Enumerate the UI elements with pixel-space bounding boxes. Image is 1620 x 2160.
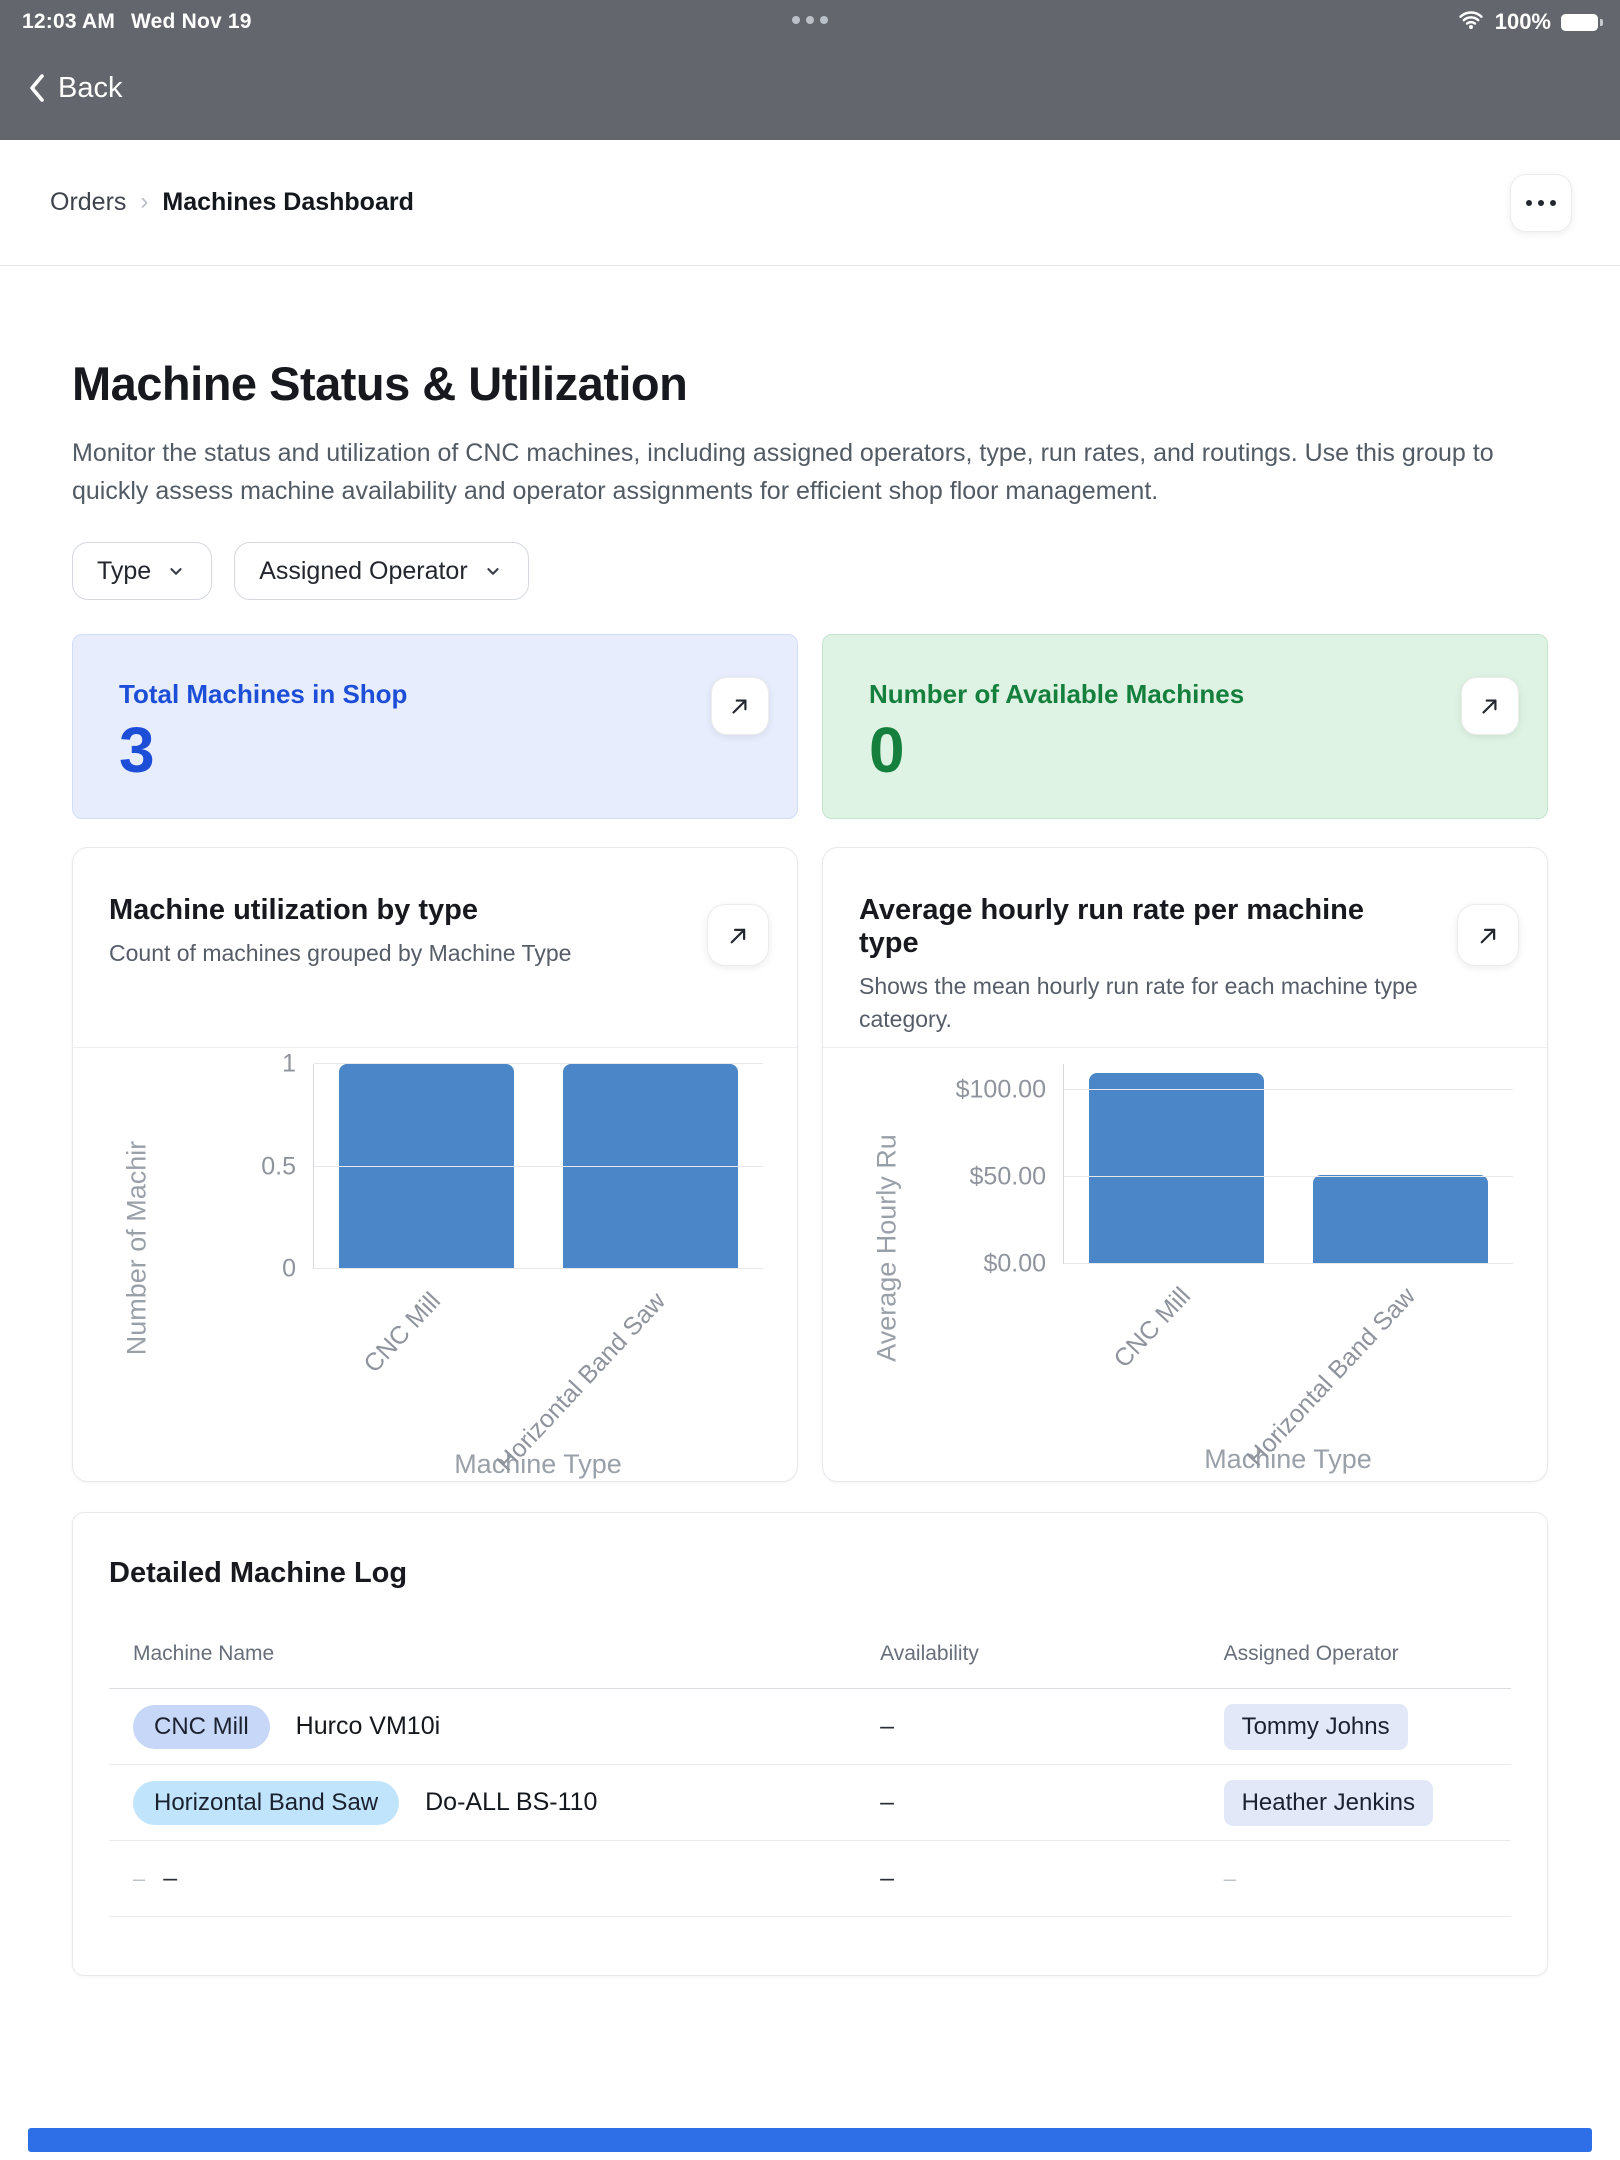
expand-stat-button[interactable] — [1461, 677, 1519, 735]
filter-operator-label: Assigned Operator — [259, 556, 468, 585]
bar-chart: Average Hourly Ru $0.00 $50.00 $100.00 CNC… — [823, 1048, 1547, 1475]
status-bar: 12:03 AM Wed Nov 19 100% — [0, 0, 1620, 44]
x-category-label: CNC Mill — [358, 1287, 446, 1379]
y-tick-label: $50.00 — [969, 1162, 1046, 1191]
chart-title: Average hourly run rate per machine type — [859, 894, 1364, 959]
bar-cnc-mill — [1088, 1072, 1264, 1264]
date: Wed Nov 19 — [131, 10, 252, 33]
clock: 12:03 AM — [22, 10, 116, 33]
gridline — [314, 1268, 763, 1269]
y-axis-title: Average Hourly Ru — [871, 1134, 902, 1362]
column-header-availability: Availability — [880, 1642, 979, 1665]
battery-icon — [1561, 13, 1603, 31]
stat-title: Total Machines in Shop — [119, 679, 408, 709]
empty-badge-dash: – — [133, 1865, 146, 1891]
page-header: Orders › Machines Dashboard — [0, 140, 1620, 266]
x-axis-title: Machine Type — [1204, 1444, 1372, 1474]
back-button[interactable]: Back — [0, 44, 1620, 132]
availability-value: – — [880, 1788, 894, 1816]
chevron-right-icon: › — [140, 187, 149, 215]
detailed-machine-log-card: Detailed Machine Log Machine Name Availa… — [72, 1512, 1548, 1976]
table-title: Detailed Machine Log — [109, 1557, 408, 1589]
page-description: Monitor the status and utilization of CN… — [72, 439, 1494, 505]
availability-value: – — [880, 1712, 894, 1740]
bottom-blue-bar — [28, 2128, 1592, 2152]
more-options-button[interactable] — [1510, 173, 1572, 232]
y-tick-label: 0 — [282, 1254, 296, 1283]
filter-assigned-operator-dropdown[interactable]: Assigned Operator — [234, 542, 529, 600]
machine-model: Do-ALL BS-110 — [425, 1788, 598, 1816]
operator-badge: Tommy Johns — [1223, 1703, 1408, 1750]
x-category-labels: CNC Mill Horizontal Band Saw — [313, 1269, 763, 1477]
filter-type-label: Type — [97, 556, 152, 585]
gridline — [1064, 1176, 1513, 1178]
breadcrumb-current: Machines Dashboard — [162, 188, 414, 216]
arrow-up-right-icon — [1482, 699, 1497, 714]
table-row[interactable]: CNC Mill Hurco VM10i – Tommy Johns — [109, 1689, 1511, 1765]
x-category-label: CNC Mill — [1108, 1282, 1196, 1374]
table-row-empty[interactable]: – – – – — [109, 1841, 1511, 1917]
stat-value: 0 — [869, 714, 905, 786]
column-header-machine-name: Machine Name — [133, 1642, 275, 1665]
stat-card-total-machines: Total Machines in Shop 3 — [72, 634, 798, 819]
y-tick-label: 1 — [282, 1049, 296, 1078]
stat-card-row: Total Machines in Shop 3 Number of Avail… — [72, 634, 1548, 819]
plot-area: 0 0.5 1 — [261, 1050, 763, 1283]
chart-card-machine-utilization: Machine utilization by type Count of mac… — [72, 847, 798, 1482]
y-tick-label: $100.00 — [955, 1075, 1046, 1104]
plot-area: $0.00 $50.00 $100.00 — [956, 1064, 1513, 1278]
column-header-assigned-operator: Assigned Operator — [1223, 1642, 1399, 1665]
operator-value: – — [1223, 1865, 1236, 1891]
top-gray-bar: 12:03 AM Wed Nov 19 100% Back — [0, 0, 1620, 140]
y-tick-label: $0.00 — [983, 1249, 1046, 1278]
expand-stat-button[interactable] — [711, 677, 769, 735]
back-label: Back — [58, 71, 123, 104]
gridline — [314, 1165, 763, 1167]
machine-type-badge: CNC Mill — [133, 1704, 270, 1749]
machine-model: Hurco VM10i — [295, 1712, 441, 1740]
chart-row: Machine utilization by type Count of mac… — [72, 847, 1548, 1482]
bar-horizontal-band-saw — [563, 1064, 739, 1269]
y-axis-title: Number of Machir — [121, 1140, 152, 1356]
table-header-row: Machine Name Availability Assigned Opera… — [109, 1642, 1511, 1689]
arrow-up-right-icon — [730, 928, 745, 943]
y-tick-label: 0.5 — [261, 1152, 296, 1180]
machine-type-badge: Horizontal Band Saw — [133, 1780, 400, 1825]
main-content: Machine Status & Utilization Monitor the… — [0, 356, 1620, 1976]
operator-badge: Heather Jenkins — [1223, 1779, 1434, 1826]
breadcrumb: Orders › Machines Dashboard — [50, 188, 414, 217]
table-row[interactable]: Horizontal Band Saw Do-ALL BS-110 – Heat… — [109, 1765, 1511, 1841]
wifi-icon — [1457, 9, 1485, 36]
chevron-left-icon — [30, 74, 44, 102]
availability-value: – — [880, 1864, 894, 1892]
bar-horizontal-band-saw — [1313, 1175, 1489, 1264]
chart-title: Machine utilization by type — [109, 894, 478, 926]
battery-percent: 100% — [1494, 9, 1551, 34]
stat-title: Number of Available Machines — [869, 679, 1245, 709]
page-title: Machine Status & Utilization — [72, 357, 688, 410]
gridline — [1064, 1089, 1513, 1091]
gridline — [314, 1063, 763, 1064]
filter-type-dropdown[interactable]: Type — [72, 542, 213, 600]
chevron-down-icon — [170, 568, 182, 575]
bar-chart: Number of Machir 0 0.5 1 CNC Mill Horizonta… — [73, 1048, 797, 1480]
gridline — [1064, 1263, 1513, 1264]
filter-row: Type Assigned Operator — [72, 542, 1548, 600]
bar-cnc-mill — [338, 1064, 514, 1269]
x-axis-title: Machine Type — [454, 1449, 622, 1479]
multitasking-ellipsis-icon[interactable] — [792, 16, 828, 24]
chart-subtitle: Shows the mean hourly run rate for each … — [859, 973, 1418, 1033]
stat-value: 3 — [119, 714, 155, 786]
chart-card-hourly-run-rate: Average hourly run rate per machine type… — [822, 847, 1548, 1482]
machine-model: – — [163, 1864, 178, 1892]
arrow-up-right-icon — [1480, 928, 1495, 943]
chevron-down-icon — [487, 568, 499, 575]
chart-subtitle: Count of machines grouped by Machine Typ… — [109, 940, 572, 966]
expand-chart-button[interactable] — [707, 904, 769, 966]
expand-chart-button[interactable] — [1457, 904, 1519, 966]
x-category-labels: CNC Mill Horizontal Band Saw — [1063, 1264, 1513, 1472]
breadcrumb-orders[interactable]: Orders — [50, 188, 127, 216]
arrow-up-right-icon — [732, 699, 747, 714]
stat-card-available-machines: Number of Available Machines 0 — [822, 634, 1548, 819]
